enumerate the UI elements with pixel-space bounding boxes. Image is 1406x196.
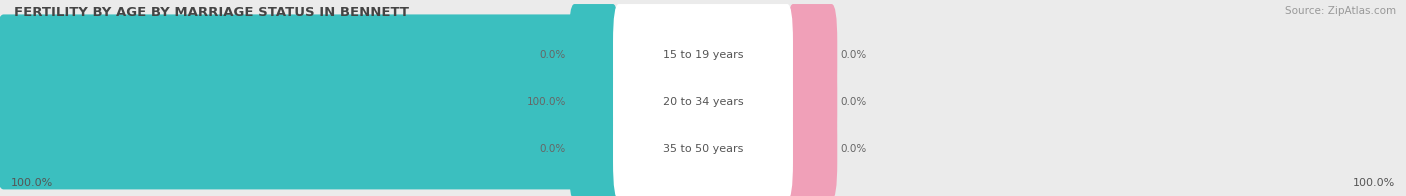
FancyBboxPatch shape <box>787 4 838 106</box>
FancyBboxPatch shape <box>0 15 585 189</box>
FancyBboxPatch shape <box>613 98 793 196</box>
Text: Source: ZipAtlas.com: Source: ZipAtlas.com <box>1285 6 1396 16</box>
FancyBboxPatch shape <box>787 98 838 196</box>
Text: 0.0%: 0.0% <box>540 50 565 60</box>
FancyBboxPatch shape <box>613 51 793 153</box>
FancyBboxPatch shape <box>0 0 1406 142</box>
FancyBboxPatch shape <box>568 98 619 196</box>
Text: 0.0%: 0.0% <box>841 97 866 107</box>
Text: 15 to 19 years: 15 to 19 years <box>662 50 744 60</box>
Text: 0.0%: 0.0% <box>841 144 866 154</box>
FancyBboxPatch shape <box>613 4 793 106</box>
Text: FERTILITY BY AGE BY MARRIAGE STATUS IN BENNETT: FERTILITY BY AGE BY MARRIAGE STATUS IN B… <box>14 6 409 19</box>
FancyBboxPatch shape <box>0 15 1406 189</box>
Text: 0.0%: 0.0% <box>540 144 565 154</box>
Text: 20 to 34 years: 20 to 34 years <box>662 97 744 107</box>
Text: 100.0%: 100.0% <box>526 97 565 107</box>
Text: 35 to 50 years: 35 to 50 years <box>662 144 744 154</box>
Text: 100.0%: 100.0% <box>11 178 53 188</box>
FancyBboxPatch shape <box>568 51 619 153</box>
FancyBboxPatch shape <box>568 4 619 106</box>
FancyBboxPatch shape <box>787 51 838 153</box>
Text: 100.0%: 100.0% <box>1353 178 1395 188</box>
FancyBboxPatch shape <box>0 62 1406 196</box>
Text: 0.0%: 0.0% <box>841 50 866 60</box>
